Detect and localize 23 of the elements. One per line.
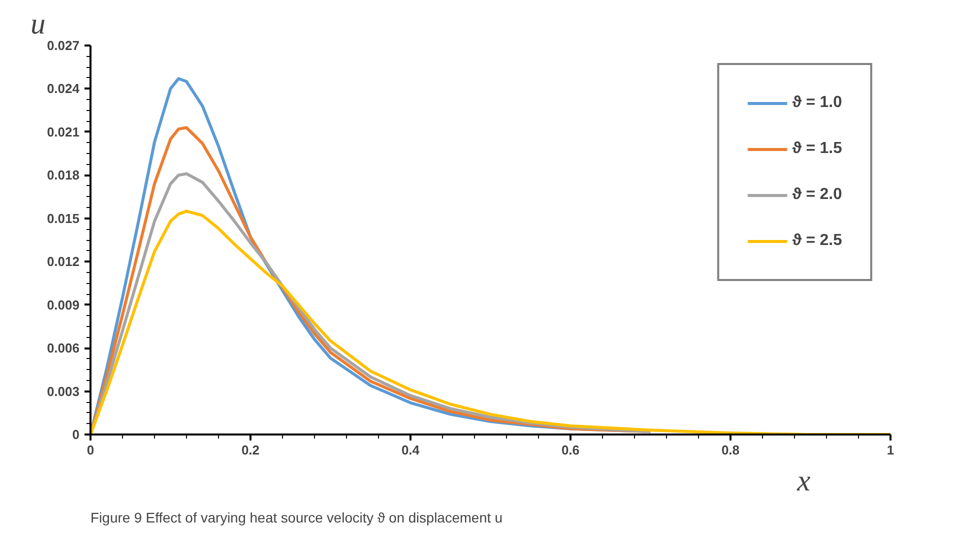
- x-tick-label: 0.2: [241, 442, 260, 458]
- x-tick-label: 0.8: [721, 442, 740, 458]
- x-tick-label: 0.6: [561, 442, 580, 458]
- x-tick-label: 1: [886, 442, 894, 458]
- text: Figure 9 Effect of varying heat source velocity ϑ on displacement u: [90, 510, 503, 526]
- y-tick-label: 0.018: [46, 168, 80, 183]
- y-tick-label: 0.021: [46, 124, 80, 140]
- y-tick-label: 0.009: [46, 297, 80, 312]
- y-tick-label: 0: [72, 427, 80, 442]
- legend-label: ϑ = 1.5: [792, 140, 842, 158]
- y-tick-label: 0.027: [46, 38, 80, 53]
- legend-label: ϑ = 1.0: [792, 94, 842, 112]
- y-tick-label: 0.012: [46, 254, 80, 270]
- y-tick-label: 0.003: [46, 384, 80, 399]
- y-tick-label: 0.015: [46, 210, 80, 226]
- y-axis-title: u: [30, 8, 46, 40]
- x-tick-label: 0.4: [401, 442, 420, 458]
- legend-label: ϑ = 2.0: [792, 186, 842, 204]
- y-tick-label: 0.024: [46, 81, 80, 96]
- x-tick-label: 0: [86, 442, 94, 458]
- y-tick-label: 0.006: [46, 340, 80, 356]
- legend-label: ϑ = 2.5: [792, 232, 842, 250]
- x-axis-title: x: [796, 464, 812, 498]
